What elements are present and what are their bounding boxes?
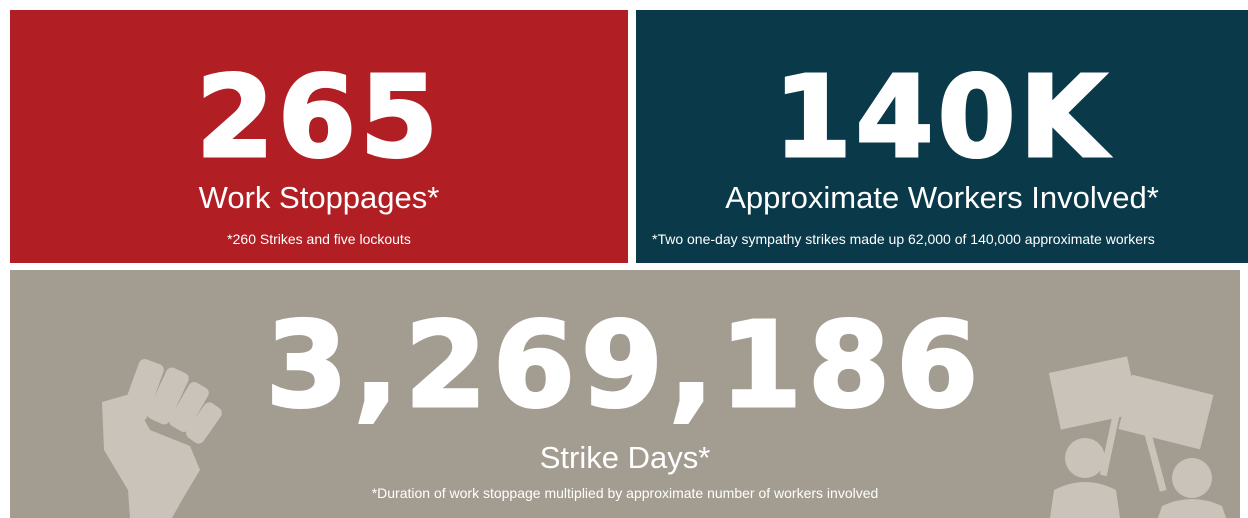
stat-panel: 265 Work Stoppages* *260 Strikes and fiv… [10, 10, 628, 263]
stat-number: 140K [772, 53, 1111, 183]
stat-panel: 140K Approximate Workers Involved* *Two … [636, 10, 1248, 263]
protest-icon [1048, 356, 1226, 518]
stat-label: Strike Days* [539, 440, 711, 475]
stat-note: *Duration of work stoppage multiplied by… [371, 485, 879, 501]
stat-note: *260 Strikes and five lockouts [227, 231, 411, 247]
stat-number: 3,269,186 [264, 296, 985, 434]
stat-panel: 3,269,186 Strike Days* *Duration of work… [10, 270, 1240, 518]
stat-number: 265 [195, 53, 442, 183]
fist-icon [102, 359, 222, 518]
stat-label: Work Stoppages* [198, 180, 440, 215]
stat-label: Approximate Workers Involved* [725, 180, 1159, 215]
stat-note: *Two one-day sympathy strikes made up 62… [652, 231, 1155, 247]
